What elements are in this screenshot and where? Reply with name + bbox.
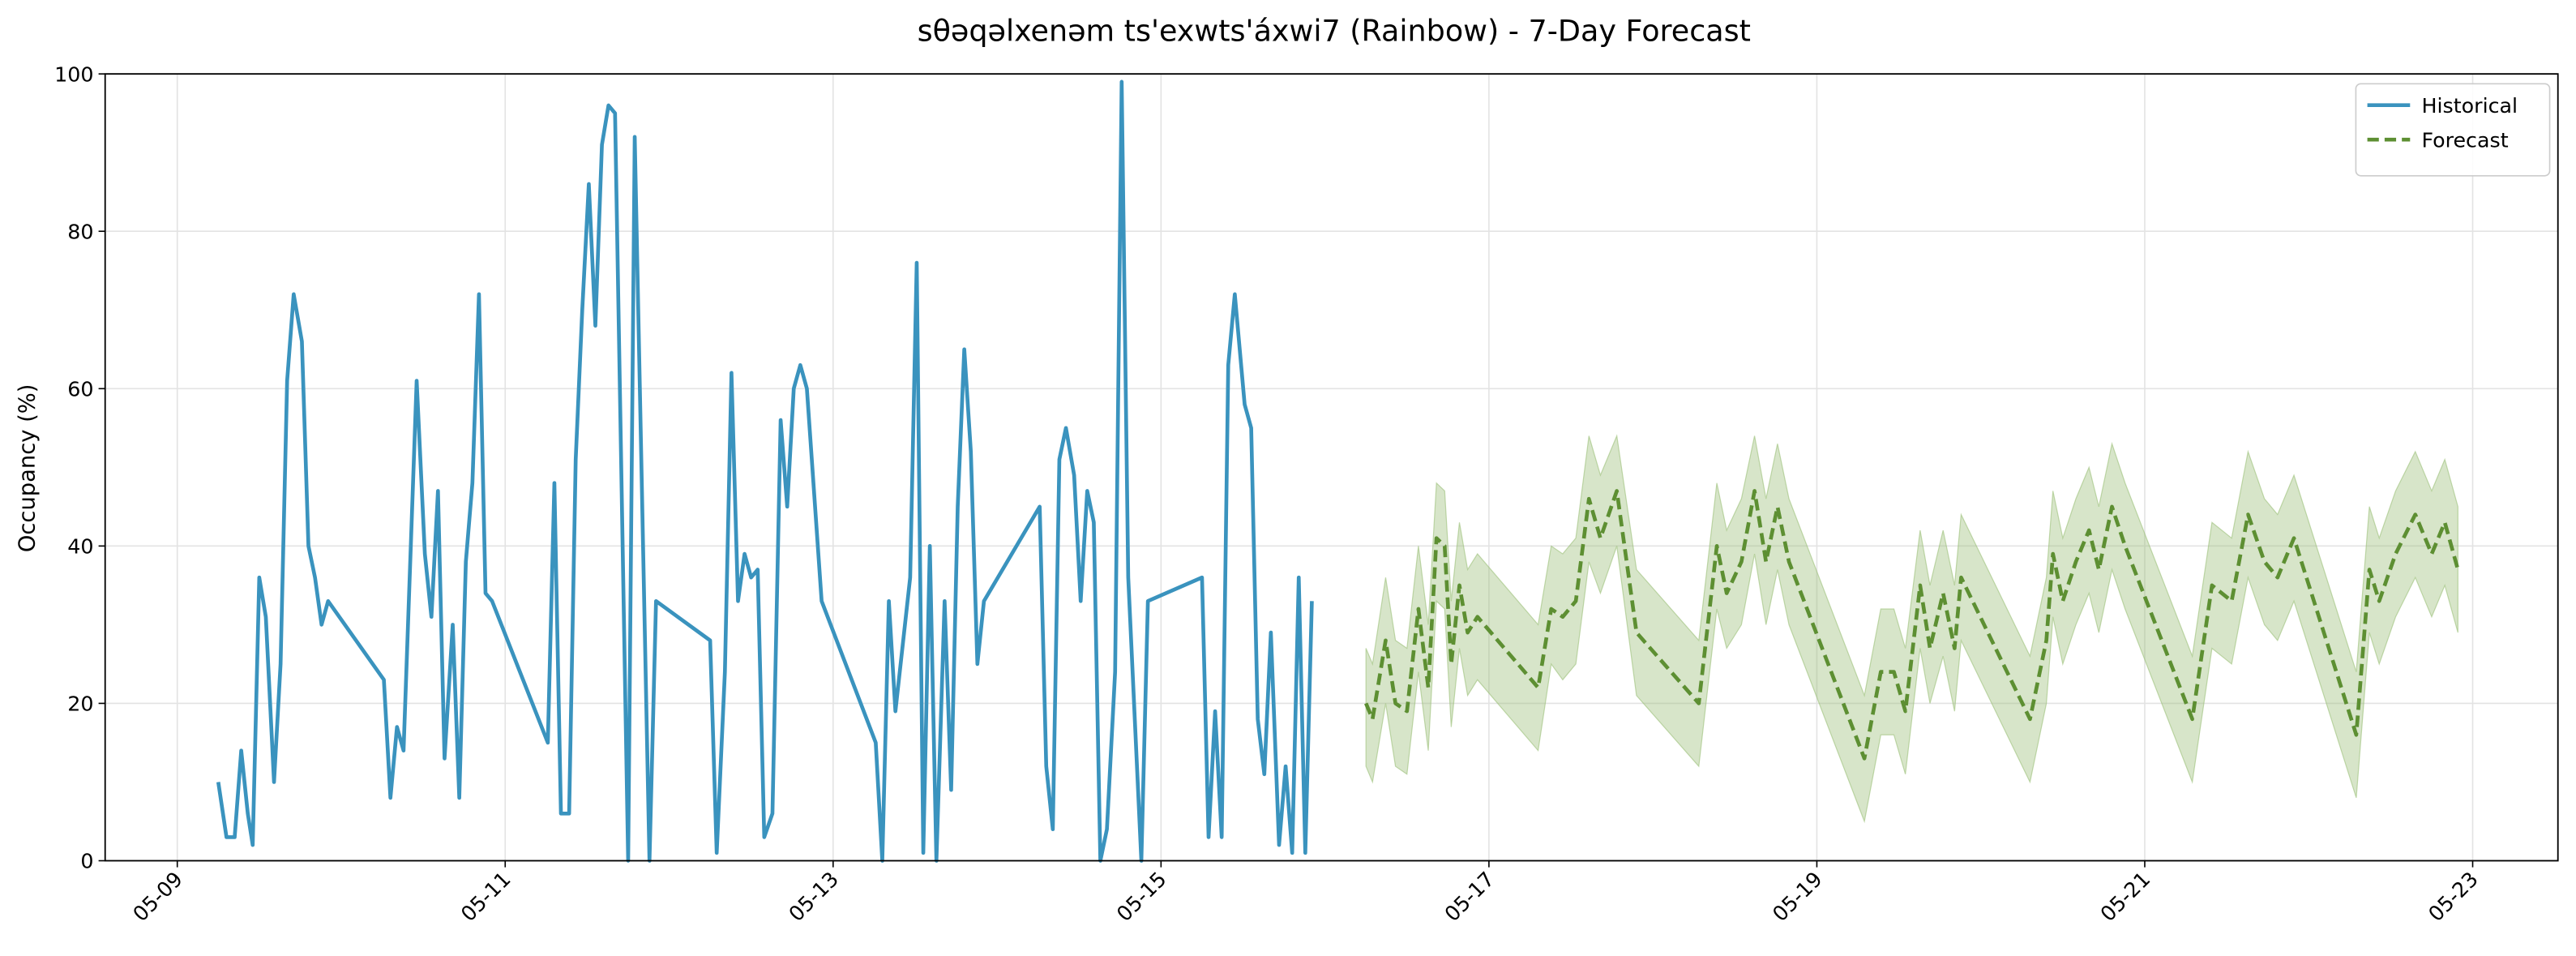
x-tick-label: 05-09 — [128, 867, 187, 926]
confidence-band — [1365, 434, 2458, 824]
series-line — [216, 79, 1314, 863]
legend-label: Forecast — [2421, 127, 2508, 152]
legend-label: Historical — [2421, 93, 2518, 118]
y-tick-label: 0 — [80, 849, 93, 873]
y-axis-label: Occupancy (%) — [15, 384, 41, 553]
x-tick-label: 05-17 — [1440, 867, 1499, 926]
x-tick-label: 05-15 — [1111, 867, 1170, 926]
x-tick-label: 05-19 — [1768, 867, 1827, 926]
x-tick-label: 05-13 — [784, 867, 843, 926]
y-tick-label: 80 — [67, 219, 93, 243]
x-tick-label: 05-23 — [2424, 867, 2483, 926]
chart-title: sθəqəlxenəm ts'exwts'áxwi7 (Rainbow) - 7… — [918, 14, 1751, 49]
series-line — [1364, 489, 2460, 761]
y-tick-label: 100 — [54, 62, 93, 86]
y-tick-label: 20 — [67, 692, 93, 716]
y-tick-label: 40 — [67, 534, 93, 558]
y-tick-label: 60 — [67, 376, 93, 401]
x-tick-label: 05-21 — [2095, 867, 2155, 926]
legend: Historical Forecast — [2355, 83, 2551, 177]
plot-frame — [104, 73, 2559, 862]
x-tick-label: 05-11 — [456, 867, 515, 926]
